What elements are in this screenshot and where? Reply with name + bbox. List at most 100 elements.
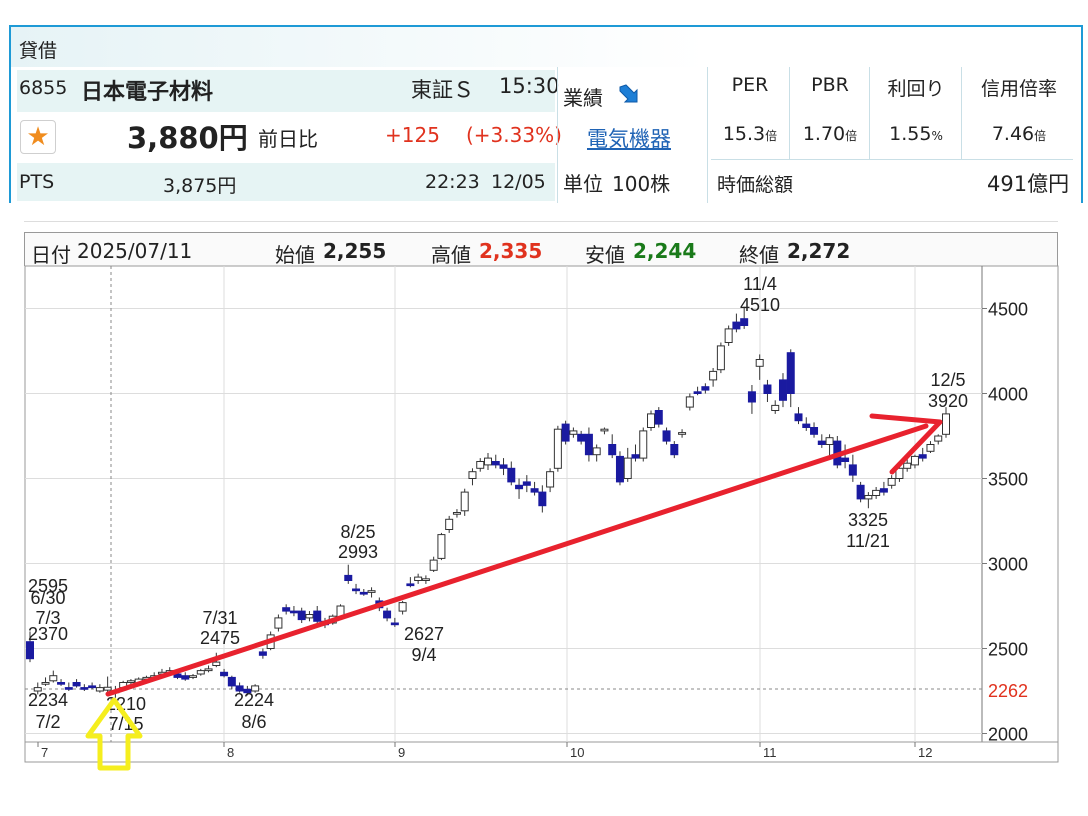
divider: [557, 67, 558, 203]
price-change-pct: (+3.33%): [466, 123, 562, 147]
candle-body: [49, 675, 58, 682]
low-value: 2,244: [633, 239, 697, 263]
pts-date: 12/05: [491, 171, 546, 193]
candle-body: [864, 495, 873, 500]
market-label: 東証Ｓ: [411, 78, 474, 102]
pts-row-band: [17, 163, 555, 201]
pts-price: 3,875円: [163, 175, 237, 197]
annotation-label: 12/5: [930, 370, 965, 390]
yellow-up-arrow-icon: [85, 697, 143, 771]
candle-body: [499, 464, 508, 469]
candle-body: [251, 685, 260, 692]
candle-body: [561, 423, 570, 442]
candle-body: [460, 491, 469, 512]
candle-body: [72, 682, 81, 687]
candle-body: [196, 670, 205, 675]
candle-body: [289, 610, 298, 614]
candle-body: [476, 461, 485, 469]
annotation-label: 3920: [928, 391, 968, 411]
x-tick-label: 10: [570, 745, 584, 760]
candle-body: [693, 391, 702, 394]
candle-body: [95, 687, 104, 692]
candle-body: [778, 379, 787, 401]
candle-body: [926, 444, 935, 452]
candle-body: [421, 578, 430, 581]
candle-body: [530, 488, 539, 493]
x-tick-label: 9: [398, 745, 405, 760]
x-axis-strip: [24, 741, 1059, 763]
candle-body: [445, 518, 454, 530]
divider: [869, 67, 870, 159]
annotation-label: 11/4: [743, 274, 777, 294]
y-tick-label: 2500: [988, 640, 1028, 660]
yield-value: 1.55%: [889, 123, 943, 145]
candle-body: [352, 588, 361, 592]
quote-time: 15:30: [499, 74, 560, 98]
annotation-label: 7/31: [202, 608, 237, 628]
candle-body: [895, 467, 904, 479]
candle-body: [685, 396, 694, 408]
candle-body: [856, 484, 865, 500]
open-value: 2,255: [323, 239, 387, 263]
annotation-label: 11/21: [846, 531, 890, 551]
date-label: 日付: [31, 243, 71, 267]
candle-body: [204, 668, 213, 672]
market-cap-value: 491億円: [987, 172, 1070, 196]
market-cap-label: 時価総額: [717, 174, 794, 196]
candle-body: [126, 680, 135, 683]
down-right-arrow-icon[interactable]: [617, 82, 641, 110]
favorite-star-icon[interactable]: ★: [20, 120, 56, 154]
candle-body: [359, 591, 368, 595]
candle-body: [716, 345, 725, 371]
sector-link[interactable]: 電気機器: [587, 127, 671, 151]
candle-body: [88, 685, 97, 689]
candle-body: [227, 676, 236, 687]
candle-body: [887, 478, 896, 486]
candle-body: [452, 512, 461, 515]
candle-body: [639, 430, 648, 459]
candle-body: [297, 610, 306, 621]
candle-body: [647, 413, 656, 428]
candle-body: [724, 328, 733, 343]
annotation-label: 2627: [404, 624, 444, 644]
candle-body: [57, 682, 66, 685]
candle-body: [313, 610, 322, 622]
candle-body: [258, 651, 267, 656]
results-label[interactable]: 業績: [563, 86, 603, 110]
candle-body: [220, 671, 229, 677]
candle-body: [553, 428, 562, 469]
x-tick-label: 12: [918, 745, 932, 760]
chart-info-bar: 日付 2025/07/11 始値 2,255 高値 2,335 安値 2,244…: [24, 232, 1058, 267]
candle-body: [390, 622, 399, 626]
annotation-label: 8/25: [340, 522, 375, 542]
candle-body: [755, 359, 764, 367]
candle-body: [670, 444, 679, 456]
candle-body: [491, 461, 500, 466]
candle-body: [786, 352, 795, 395]
date-value: 2025/07/11: [77, 239, 193, 263]
per-label: PER: [731, 74, 769, 96]
candle-body: [918, 454, 927, 459]
candle-body: [212, 661, 221, 666]
candle-body: [383, 610, 392, 619]
unit-value: 100株: [612, 172, 671, 196]
candle-body: [654, 410, 663, 425]
candle-body: [80, 687, 89, 690]
pbr-label: PBR: [811, 74, 849, 96]
y-tick-label: 3000: [988, 555, 1028, 575]
candle-body: [747, 391, 756, 403]
annotation-label: 2234: [28, 690, 68, 710]
open-label: 始値: [275, 243, 315, 267]
trend-arrow-line: [105, 423, 929, 697]
candle-body: [631, 454, 640, 459]
name-row-band: [17, 70, 555, 112]
candle-body: [600, 428, 609, 432]
candle-body: [825, 437, 834, 446]
candle-body: [33, 687, 42, 692]
candle-body: [569, 430, 578, 435]
candle-body: [367, 590, 376, 593]
annotation-label: 9/4: [411, 645, 436, 665]
x-tick-label: 7: [41, 745, 48, 760]
candle-body: [701, 386, 710, 391]
candle-body: [592, 447, 601, 456]
